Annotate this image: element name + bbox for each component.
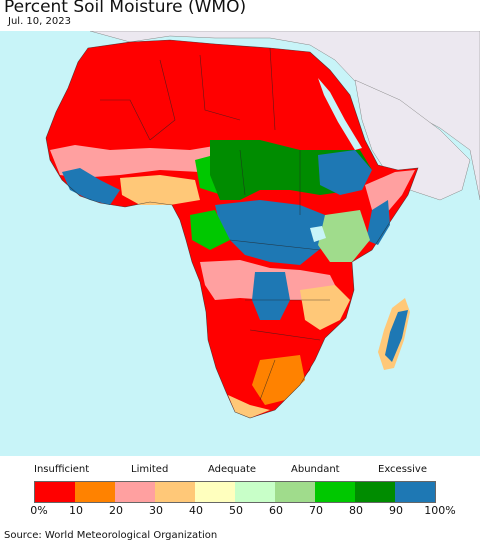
legend-tick: 10 bbox=[69, 504, 83, 517]
guinea-tan bbox=[120, 175, 200, 205]
legend-bin-7 bbox=[315, 482, 355, 502]
legend-tick: 100% bbox=[424, 504, 456, 517]
legend-tick: 80 bbox=[349, 504, 363, 517]
lake-victoria bbox=[310, 226, 326, 242]
horn-pink bbox=[365, 170, 415, 215]
legend-colorbar bbox=[34, 481, 436, 503]
legend-bin-4 bbox=[195, 482, 235, 502]
legend-bin-6 bbox=[275, 482, 315, 502]
legend-bin-5 bbox=[235, 482, 275, 502]
legend-tick: 40 bbox=[189, 504, 203, 517]
map-date: Jul. 10, 2023 bbox=[8, 16, 71, 27]
legend-tick: 20 bbox=[109, 504, 123, 517]
legend-tick: 70 bbox=[309, 504, 323, 517]
madagascar-east-blue bbox=[385, 310, 408, 362]
somalia-blue bbox=[366, 200, 390, 245]
legend-bin-3 bbox=[155, 482, 195, 502]
legend-ticks: 0% 10 20 30 40 50 60 70 80 90 100% bbox=[0, 504, 480, 518]
cape-tan bbox=[228, 395, 270, 418]
legend-bin-2 bbox=[115, 482, 155, 502]
legend-category-adequate: Adequate bbox=[208, 464, 257, 475]
south-africa-orange bbox=[252, 355, 305, 405]
map-title: Percent Soil Moisture (WMO) bbox=[4, 0, 247, 17]
gabon-green bbox=[190, 210, 230, 250]
legend-category-limited: Limited bbox=[131, 464, 169, 475]
legend-category-excessive: Excessive bbox=[378, 464, 427, 475]
ethiopia-blue bbox=[318, 150, 372, 195]
west-coast-blue bbox=[62, 168, 120, 205]
legend-category-insufficient: Insufficient bbox=[34, 464, 90, 475]
legend-tick: 30 bbox=[149, 504, 163, 517]
congo-basin-blue bbox=[215, 200, 325, 265]
legend-bin-9 bbox=[395, 482, 435, 502]
red-sea bbox=[318, 78, 362, 150]
east-africa-mix bbox=[318, 210, 370, 262]
mozambique-tan bbox=[300, 285, 350, 330]
legend-tick: 50 bbox=[229, 504, 243, 517]
legend-bin-0 bbox=[35, 482, 75, 502]
legend-tick: 0% bbox=[30, 504, 48, 517]
legend-tick: 90 bbox=[389, 504, 403, 517]
legend-tick: 60 bbox=[269, 504, 283, 517]
legend-bin-1 bbox=[75, 482, 115, 502]
arabia-land bbox=[354, 79, 471, 201]
country-borders bbox=[45, 39, 419, 419]
legend-categories: Insufficient Limited Adequate Abundant E… bbox=[0, 464, 480, 478]
source-credit: Source: World Meteorological Organizatio… bbox=[4, 530, 218, 541]
legend-category-abundant: Abundant bbox=[291, 464, 340, 475]
soil-moisture-map bbox=[0, 31, 480, 456]
legend-bin-8 bbox=[355, 482, 395, 502]
zambia-blue bbox=[252, 272, 290, 320]
